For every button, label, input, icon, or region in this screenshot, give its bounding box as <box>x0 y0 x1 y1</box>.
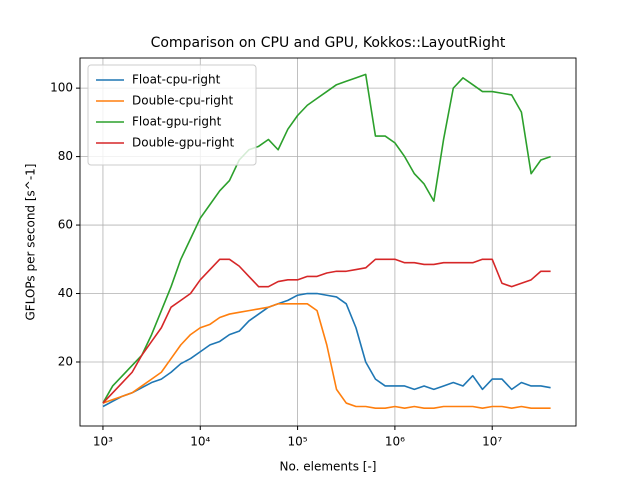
y-tick-label: 40 <box>58 286 73 300</box>
y-axis-label: GFLOPs per second [s^-1] <box>24 164 38 321</box>
legend-box <box>87 64 257 166</box>
y-tick-label: 100 <box>50 81 73 95</box>
legend-label: Double-gpu-right <box>132 136 235 150</box>
y-tick-label: 60 <box>58 218 73 232</box>
x-tick-label: 10⁴ <box>190 435 210 449</box>
plot-frame <box>79 57 577 427</box>
x-axis-label: No. elements [-] <box>280 460 377 474</box>
legend-label: Float-cpu-right <box>132 73 221 87</box>
series-line <box>102 258 551 404</box>
y-tick-label: 20 <box>58 354 73 368</box>
x-tick-label: 10³ <box>93 435 113 449</box>
legend-label: Float-gpu-right <box>132 115 222 129</box>
y-tick-label: 80 <box>58 149 73 163</box>
x-tick-label: 10⁷ <box>482 435 502 449</box>
legend-label: Double-cpu-right <box>132 94 233 108</box>
legend: Float-cpu-right Double-cpu-right Float-gpu… <box>87 64 257 166</box>
x-tick-label: 10⁶ <box>385 435 405 449</box>
series-line <box>102 73 551 404</box>
chart-title: Comparison on CPU and GPU, Kokkos::Layou… <box>151 35 506 51</box>
x-tick-label: 10⁵ <box>288 435 308 449</box>
series-line <box>102 302 551 409</box>
series-line <box>102 292 551 408</box>
